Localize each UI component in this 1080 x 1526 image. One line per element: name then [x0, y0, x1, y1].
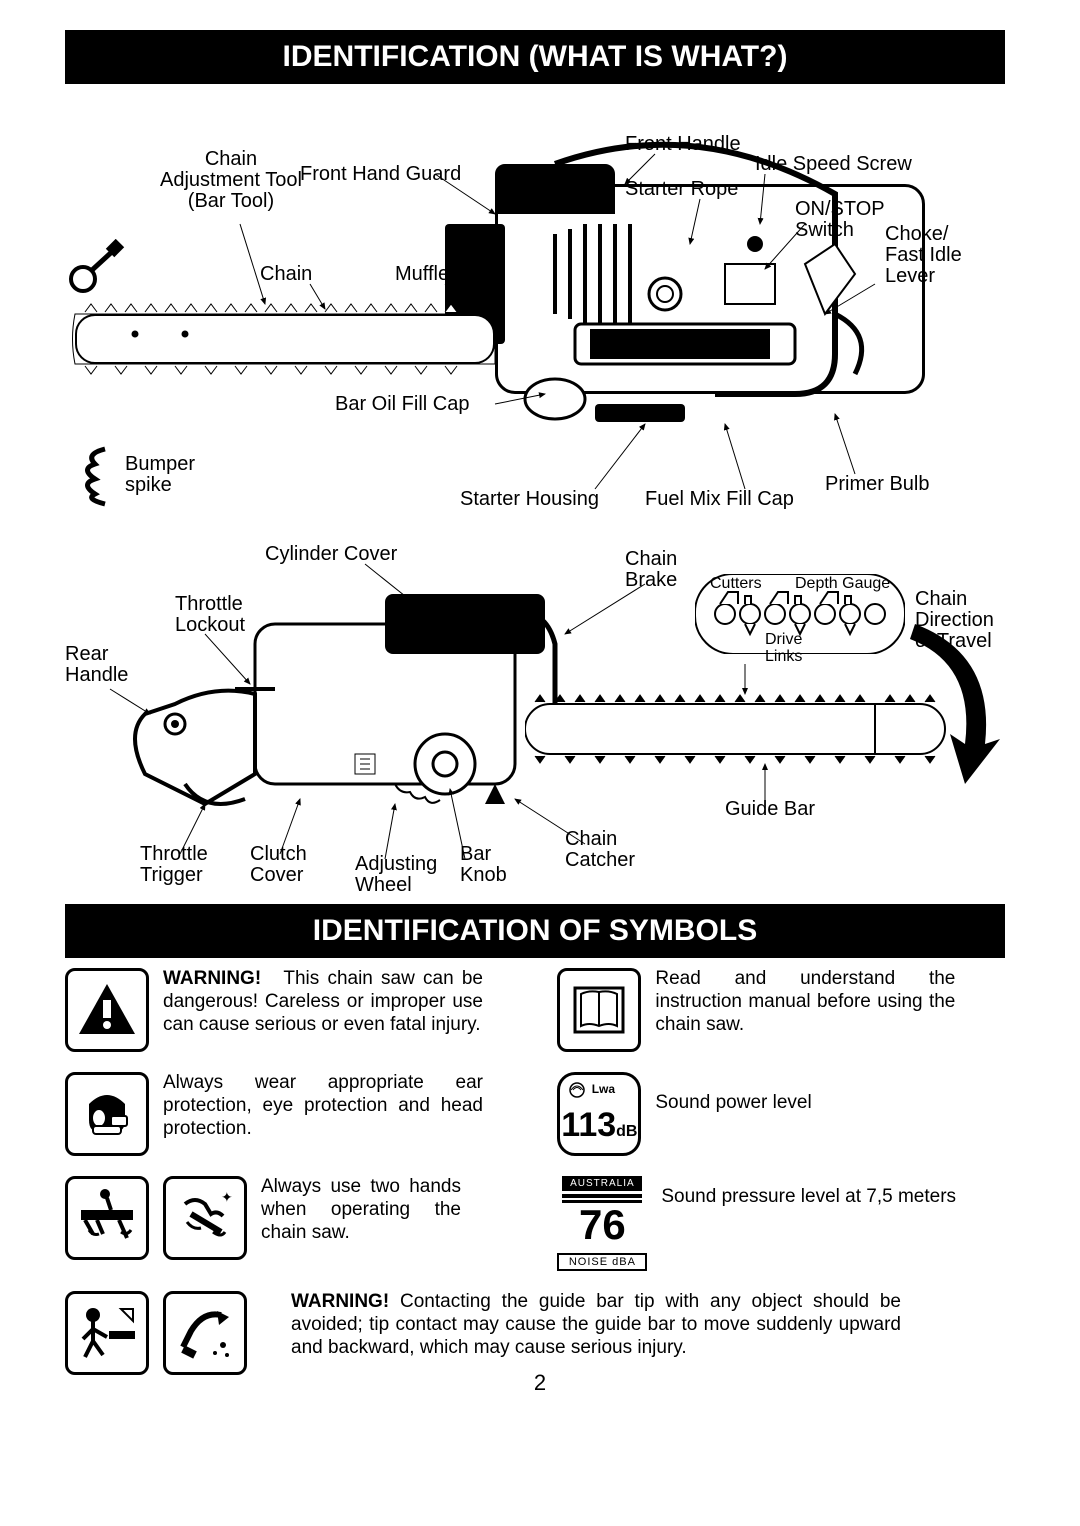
label-chain-direction: ChainDirectionof Travel [915, 589, 994, 652]
label-front-hand-guard: Front Hand Guard [300, 164, 461, 185]
sound-power-text: Sound power level [655, 1072, 811, 1115]
manual-icon [557, 968, 641, 1052]
label-muffler: Muffler [395, 264, 456, 285]
warning-tip-text: WARNING! Contacting the guide bar tip wi… [291, 1291, 901, 1359]
label-front-handle: Front Handle [625, 134, 741, 155]
warning-main-text: WARNING! This chain saw can be dangerous… [163, 968, 483, 1036]
bottom-diagram: Cutters Depth Gauge DriveLinks [65, 534, 1005, 894]
label-starter-housing: Starter Housing [460, 489, 599, 510]
label-throttle-lockout: ThrottleLockout [175, 594, 245, 636]
label-throttle-trigger: ThrottleTrigger [140, 844, 208, 886]
label-bumper-spike: Bumperspike [125, 454, 195, 496]
noise-badge-icon: AUSTRALIA 76 NOISE dBA [557, 1176, 647, 1271]
label-adjusting-wheel: AdjustingWheel [355, 854, 437, 896]
label-drive-links: DriveLinks [765, 632, 802, 666]
warning-triangle-icon [65, 968, 149, 1052]
label-bar-oil-cap: Bar Oil Fill Cap [335, 394, 469, 415]
label-guide-bar: Guide Bar [725, 799, 815, 820]
protection-icon [65, 1072, 149, 1156]
header-symbols: IDENTIFICATION OF SYMBOLS [65, 904, 1005, 958]
two-hands-icon-1 [65, 1176, 149, 1260]
label-cylinder-cover: Cylinder Cover [265, 544, 397, 565]
label-primer-bulb: Primer Bulb [825, 474, 929, 495]
label-choke-lever: Choke/Fast IdleLever [885, 224, 962, 287]
label-bar-knob: BarKnob [460, 844, 507, 886]
label-depth-gauge: Depth Gauge [795, 576, 890, 593]
label-chain-brake: ChainBrake [625, 549, 677, 591]
label-idle-speed-screw: Idle Speed Screw [755, 154, 912, 175]
svg-text:✦: ✦ [221, 1189, 233, 1205]
protection-text: Always wear appropriate ear protection, … [163, 1072, 483, 1140]
symbols-section: WARNING! This chain saw can be dangerous… [65, 968, 1005, 1375]
label-chain: Chain [260, 264, 312, 285]
label-chain-catcher: ChainCatcher [565, 829, 635, 871]
label-fuel-mix-cap: Fuel Mix Fill Cap [645, 489, 794, 510]
header-identification: IDENTIFICATION (WHAT IS WHAT?) [65, 30, 1005, 84]
tip-contact-icon-2 [163, 1291, 247, 1375]
page-number: 2 [0, 1370, 1080, 1396]
sound-power-icon: Lwa 113dB [557, 1072, 641, 1156]
tip-contact-icon-1 [65, 1291, 149, 1375]
label-clutch-cover: ClutchCover [250, 844, 307, 886]
label-rear-handle: RearHandle [65, 644, 128, 686]
label-on-stop-switch: ON/STOPSwitch [795, 199, 885, 241]
two-hands-icon-2: ✦ [163, 1176, 247, 1260]
top-diagram: ChainAdjustment Tool(Bar Tool) Front Han… [65, 94, 1005, 524]
label-chain-adj-tool: ChainAdjustment Tool(Bar Tool) [160, 149, 302, 212]
sound-pressure-text: Sound pressure level at 7,5 meters [661, 1176, 956, 1209]
label-cutters: Cutters [710, 576, 762, 593]
label-starter-rope: Starter Rope [625, 179, 738, 200]
manual-text: Read and understand the instruction manu… [655, 968, 955, 1036]
two-hands-text: Always use two hands when operating the … [261, 1176, 461, 1244]
